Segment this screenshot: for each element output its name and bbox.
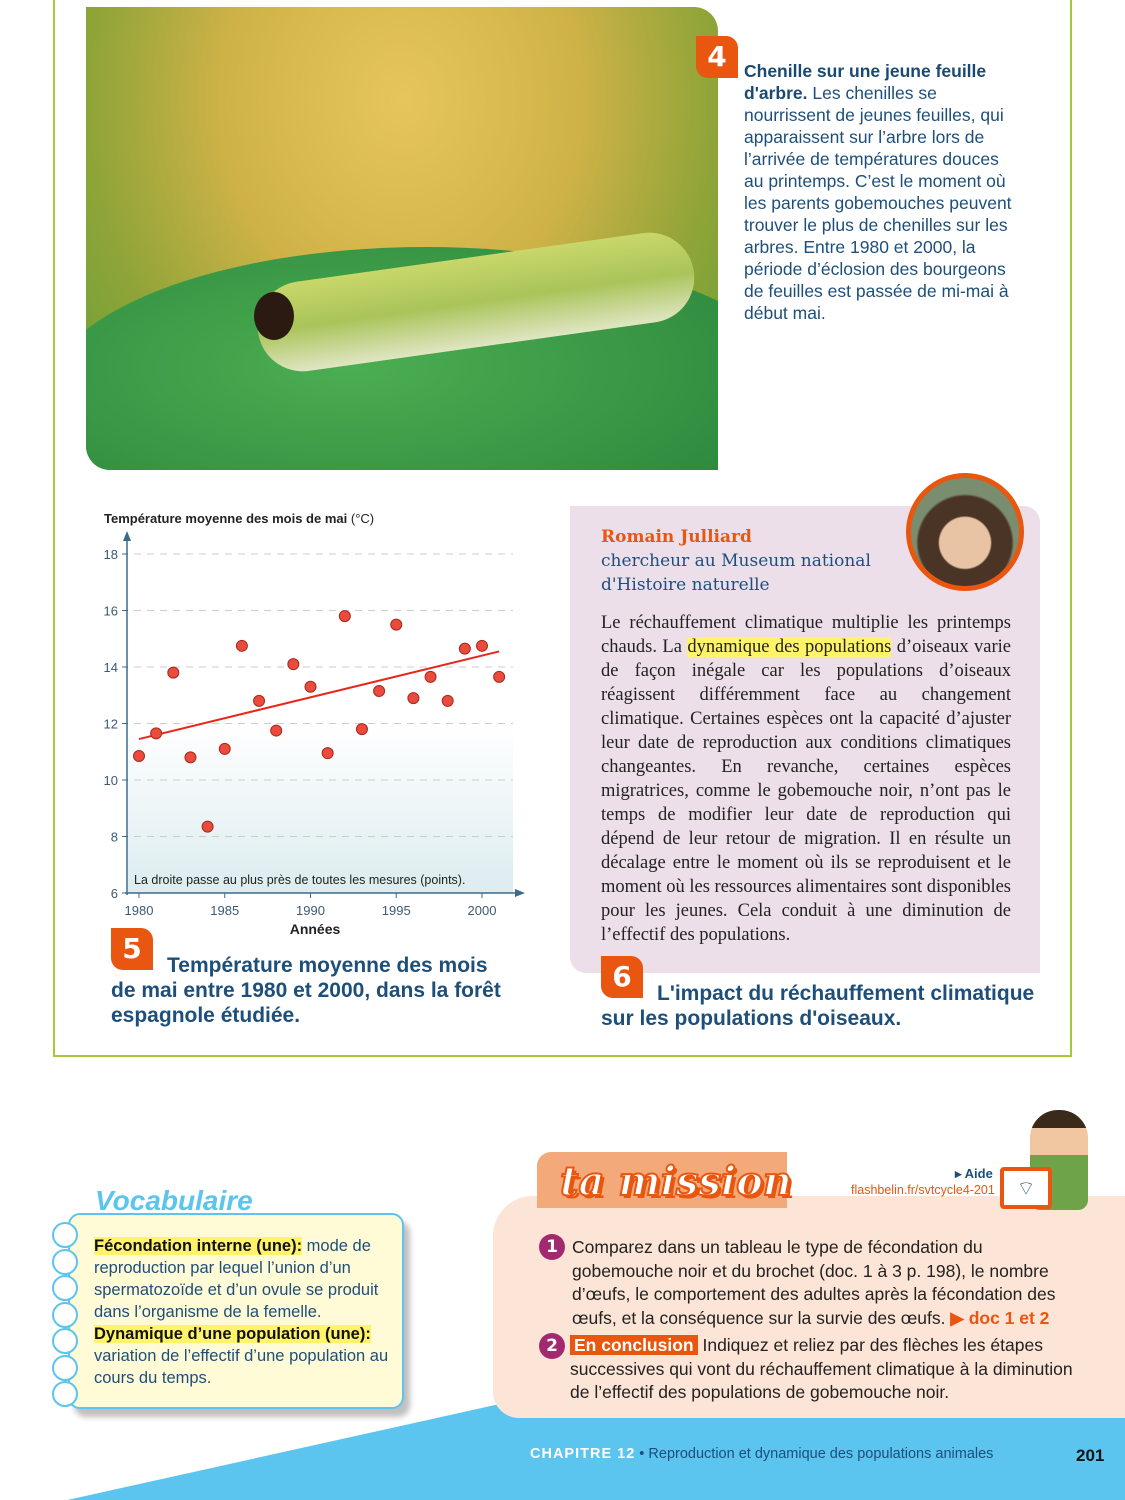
spiral-ring [52,1381,78,1407]
mission-box [493,1196,1125,1418]
researcher-info: Romain Julliard chercheur au Museum nati… [601,525,871,597]
y-tick-label: 12 [104,717,118,732]
data-point [424,670,437,683]
vocab-title: Vocabulaire [95,1185,253,1216]
quote-text: Le réchauffement climatique multiplie le… [601,613,1012,945]
data-point [304,680,317,693]
vocab-term: Fécondation interne (une): [94,1237,303,1255]
question-2: En conclusion Indiquez et reliez par des… [570,1335,1073,1402]
data-point [235,639,248,652]
help-link[interactable]: flashbelin.fr/svtcycle4-201 [851,1183,995,1197]
doc-number-badge: 5 [111,928,153,970]
page-number: 201 [1076,1446,1105,1465]
highlight-term: dynamique des populations [687,637,892,657]
vocab-definition: variation de l’effectif d’une population… [94,1347,389,1387]
data-point [355,723,368,736]
doc-number-badge: 6 [601,956,643,998]
question-number: 1 [539,1234,565,1260]
y-tick-label: 18 [104,547,118,562]
data-point [476,639,488,652]
data-point [218,742,231,755]
doc-number-badge: 4 [696,36,738,78]
vocab-box: Fécondation interne (une): mode de repro… [68,1213,404,1409]
data-point [150,727,163,740]
data-point [133,749,145,762]
doc-reference: ▶ doc 1 et 2 [950,1307,1050,1328]
data-point [270,724,283,737]
plot-background [128,723,513,893]
y-tick-label: 16 [104,604,118,619]
data-point [390,618,403,631]
data-point [184,751,197,764]
spiral-ring [52,1354,78,1381]
spiral-ring [52,1248,78,1275]
data-point [321,747,334,760]
scatter-chart: 6 8 10 12 14 16 18 1980 1985 1990 1995 2000 Années La… [104,531,525,937]
y-axis-arrow [123,531,131,541]
question-1: Comparez dans un tableau le type de féco… [572,1237,1056,1328]
data-point [287,658,300,671]
trend-line [138,650,500,741]
data-point [458,642,471,655]
doc4-caption: Chenille sur une jeune feuille d'arbre. … [744,60,1014,324]
spiral-ring [52,1301,78,1328]
researcher-role: chercheur au Museum national [601,551,871,571]
data-point [253,694,266,707]
x-tick-label: 1980 [125,903,154,918]
researcher-name: Romain Julliard [601,527,752,547]
x-tick-label: 1990 [296,903,325,918]
spiral-ring [52,1275,78,1301]
mission-tab [537,1152,787,1208]
data-point [493,670,506,683]
help-label: ▸ Aide [955,1166,993,1181]
caterpillar-photo [86,7,718,470]
wifi-laptop-icon: ⌔ [1000,1167,1052,1209]
y-tick-label: 8 [111,830,118,845]
data-point [338,610,351,623]
question-number: 2 [539,1333,565,1359]
mission-title: ta mission [559,1157,793,1206]
data-point [441,694,454,707]
spiral-ring [52,1328,78,1354]
researcher-role-2: d'Histoire naturelle [601,575,770,595]
researcher-photo [906,473,1024,591]
x-tick-label: 1985 [210,903,239,918]
y-tick-label: 6 [111,886,118,901]
data-point [201,820,214,833]
x-axis-arrow [515,889,525,897]
data-point [373,685,386,698]
vocab-term: Dynamique d’une population (une): [94,1325,371,1343]
conclusion-label: En conclusion [570,1335,698,1355]
y-tick-label: 14 [104,660,118,675]
chart-annotation: La droite passe au plus près de toutes l… [134,873,465,887]
doc4-text: Les chenilles se nourrissent de jeunes f… [744,83,1012,323]
data-point [167,666,180,679]
doc4-title: Chenille sur une jeune feuille d'arbre. [744,61,987,103]
footer-chapter: CHAPITRE 12 • Reproduction et dynamique … [530,1446,994,1462]
vocab-definition: mode de reproduction par lequel l’union … [94,1237,379,1321]
x-tick-label: 2000 [468,903,497,918]
y-tick-label: 10 [104,773,118,788]
document-frame [53,0,1072,1057]
doc5-caption: Température moyenne des mois de mai entr… [111,954,501,1027]
caterpillar-head [254,292,294,340]
data-point [407,692,420,705]
x-tick-label: 1995 [382,903,411,918]
spiral-ring [52,1222,78,1248]
doc6-caption: L'impact du réchauffement climatique sur… [601,982,1035,1030]
x-axis-label: Années [290,921,341,937]
chart-title: Température moyenne des mois de mai (°C) [104,511,375,526]
